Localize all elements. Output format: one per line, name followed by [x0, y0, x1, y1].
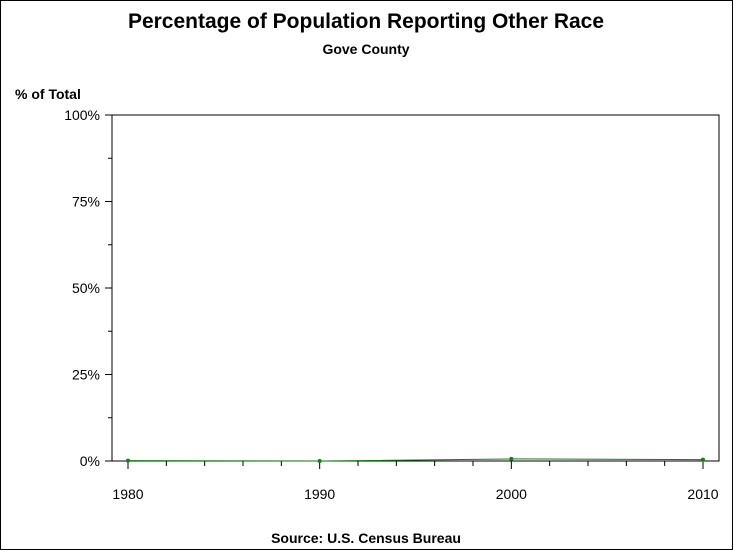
- plot-area: [111, 114, 720, 462]
- x-tick-label: 2000: [496, 486, 527, 502]
- y-axis-ticks: 0% 25% 50% 75% 100%: [64, 107, 112, 469]
- data-point: [126, 458, 130, 463]
- y-tick-label: 0%: [80, 453, 100, 469]
- data-point: [509, 456, 514, 461]
- x-tick-label: 1980: [112, 486, 143, 502]
- y-tick-label: 75%: [72, 194, 100, 210]
- y-tick-label: 50%: [72, 280, 100, 296]
- chart-subtitle: Gove County: [322, 41, 409, 57]
- series-line: [127, 458, 704, 462]
- x-tick-label: 2010: [687, 486, 718, 502]
- series-layer: [126, 456, 705, 463]
- y-axis-label: % of Total: [15, 86, 81, 102]
- x-axis-ticks: 1980 1990 2000 2010: [112, 461, 719, 502]
- y-tick-label: 100%: [64, 107, 100, 123]
- source-note: Source: U.S. Census Bureau: [271, 530, 461, 546]
- data-point: [317, 459, 322, 463]
- chart-title: Percentage of Population Reporting Other…: [128, 10, 604, 33]
- data-point: [701, 457, 705, 462]
- x-tick-label: 1990: [304, 486, 335, 502]
- y-tick-label: 25%: [72, 367, 100, 383]
